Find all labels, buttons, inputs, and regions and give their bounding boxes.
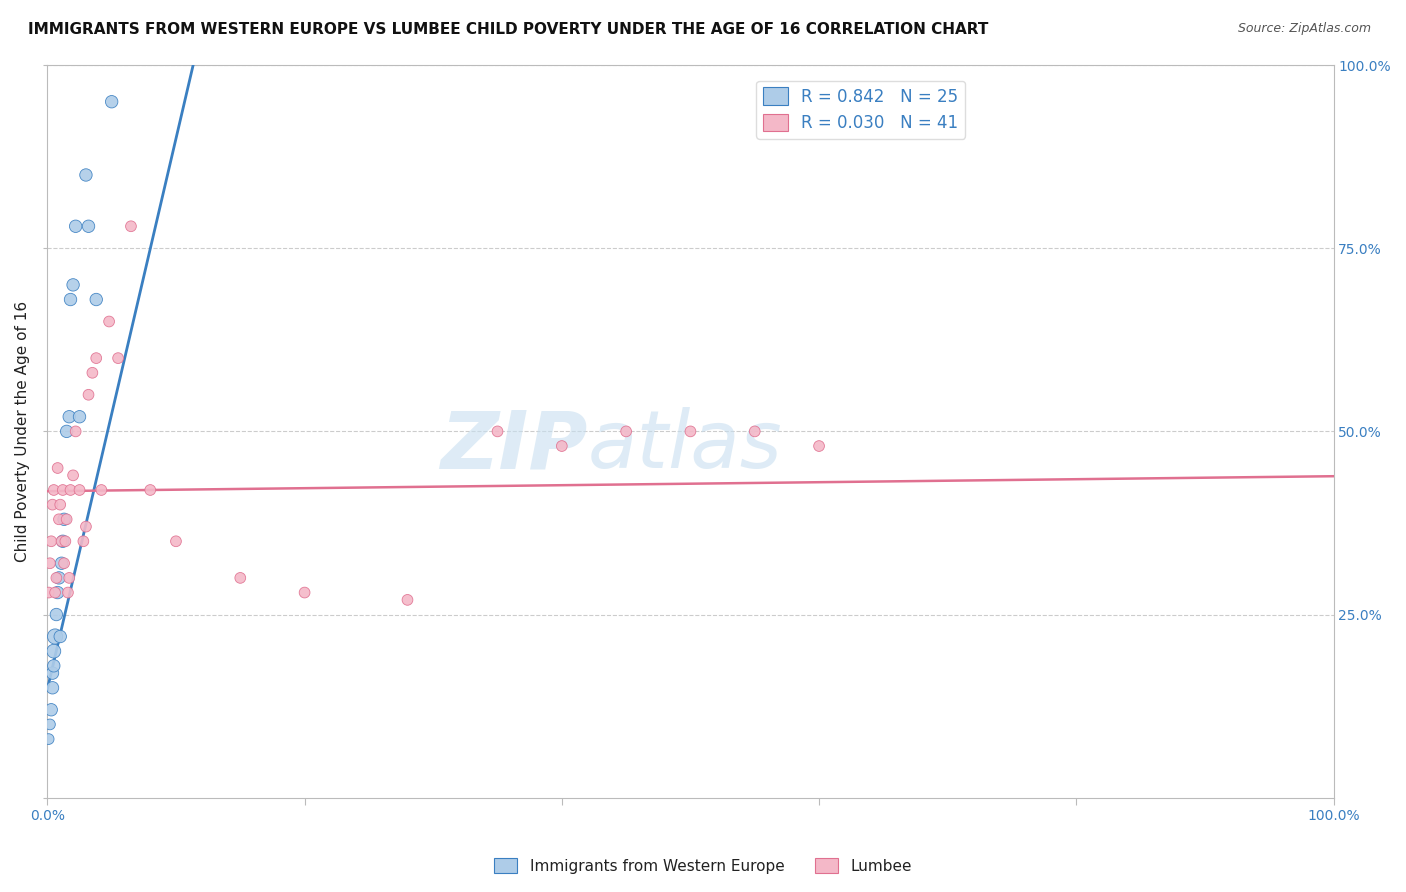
Point: [46, 461, 69, 475]
Point: [486, 425, 509, 439]
Point: [90, 483, 112, 497]
Point: [614, 425, 637, 439]
Point: [48, 571, 70, 585]
Legend: R = 0.842   N = 25, R = 0.030   N = 41: R = 0.842 N = 25, R = 0.030 N = 41: [756, 81, 965, 139]
Point: [679, 425, 702, 439]
Point: [42, 644, 65, 658]
Point: [59, 483, 82, 497]
Point: [44, 630, 66, 644]
Point: [100, 95, 122, 109]
Text: IMMIGRANTS FROM WESTERN EUROPE VS LUMBEE CHILD POVERTY UNDER THE AGE OF 16 CORRE: IMMIGRANTS FROM WESTERN EUROPE VS LUMBEE…: [28, 22, 988, 37]
Point: [39, 556, 62, 570]
Point: [65, 425, 87, 439]
Point: [62, 277, 84, 292]
Point: [84, 351, 107, 365]
Point: [98, 314, 121, 328]
Point: [51, 556, 73, 570]
Point: [294, 585, 316, 599]
Point: [38, 732, 60, 747]
Point: [75, 519, 97, 533]
Text: atlas: atlas: [588, 407, 782, 485]
Point: [42, 658, 65, 673]
Point: [77, 388, 100, 402]
Point: [53, 512, 76, 526]
Point: [65, 219, 87, 234]
Point: [82, 366, 104, 380]
Point: [107, 351, 129, 365]
Point: [53, 556, 76, 570]
Point: [52, 534, 75, 549]
Point: [58, 409, 80, 424]
Point: [44, 585, 66, 599]
Point: [46, 585, 69, 599]
Point: [41, 666, 63, 681]
Point: [53, 534, 76, 549]
Point: [72, 534, 94, 549]
Point: [39, 717, 62, 731]
Y-axis label: Child Poverty Under the Age of 16: Child Poverty Under the Age of 16: [15, 301, 30, 562]
Text: Source: ZipAtlas.com: Source: ZipAtlas.com: [1237, 22, 1371, 36]
Point: [55, 425, 77, 439]
Point: [744, 425, 766, 439]
Point: [41, 498, 63, 512]
Legend: Immigrants from Western Europe, Lumbee: Immigrants from Western Europe, Lumbee: [488, 852, 918, 880]
Point: [551, 439, 574, 453]
Point: [45, 607, 67, 622]
Text: ZIP: ZIP: [440, 407, 588, 485]
Point: [49, 630, 72, 644]
Point: [49, 498, 72, 512]
Point: [84, 293, 107, 307]
Point: [77, 219, 100, 234]
Point: [39, 534, 62, 549]
Point: [38, 585, 60, 599]
Point: [75, 168, 97, 182]
Point: [51, 534, 73, 549]
Point: [62, 468, 84, 483]
Point: [120, 219, 142, 234]
Point: [59, 293, 82, 307]
Point: [39, 703, 62, 717]
Point: [45, 571, 67, 585]
Point: [808, 439, 831, 453]
Point: [55, 512, 77, 526]
Point: [58, 571, 80, 585]
Point: [165, 534, 187, 549]
Point: [229, 571, 252, 585]
Point: [48, 512, 70, 526]
Point: [56, 585, 79, 599]
Point: [52, 483, 75, 497]
Point: [69, 409, 91, 424]
Point: [139, 483, 162, 497]
Point: [42, 483, 65, 497]
Point: [396, 593, 419, 607]
Point: [69, 483, 91, 497]
Point: [41, 681, 63, 695]
